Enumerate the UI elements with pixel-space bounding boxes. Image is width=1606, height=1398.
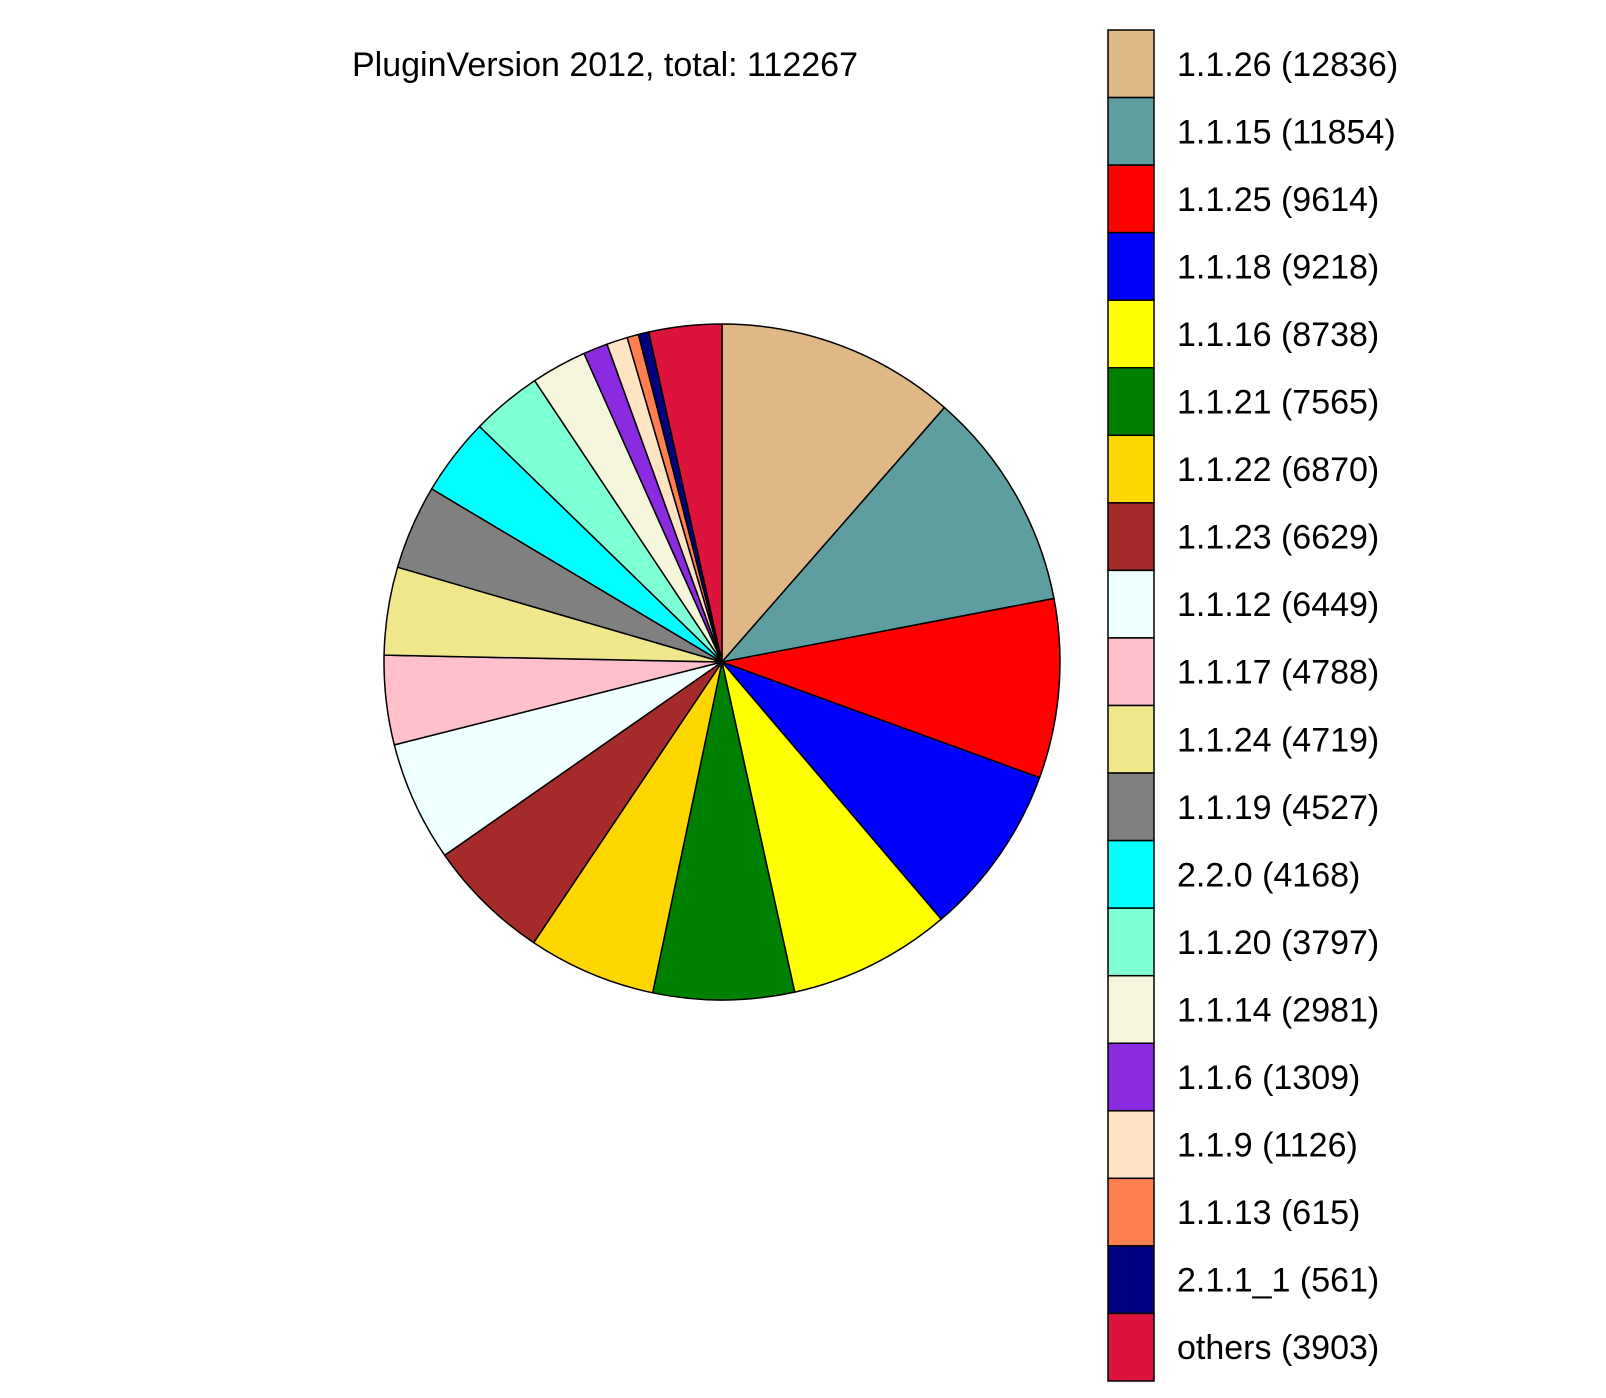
legend-swatch [1107,637,1155,707]
legend-swatch [1107,434,1155,504]
chart-title: PluginVersion 2012, total: 112267 [352,46,858,84]
legend-label: 1.1.22 (6870) [1177,451,1379,489]
legend-item: 1.1.26 (12836) [1107,29,1398,99]
legend-label: 1.1.20 (3797) [1177,924,1379,962]
legend-item: 1.1.21 (7565) [1107,367,1379,437]
legend-item: 1.1.6 (1309) [1107,1042,1360,1112]
pie-slice-1-1-21 [651,661,796,1001]
legend-label: 1.1.23 (6629) [1177,519,1379,557]
legend-label: 2.1.1_1 (561) [1177,1262,1379,1300]
legend-swatch [1107,502,1155,572]
legend-label: 1.1.19 (4527) [1177,789,1379,827]
legend-item: 1.1.9 (1126) [1107,1110,1358,1180]
legend-label: 1.1.13 (615) [1177,1194,1360,1232]
legend: 1.1.26 (12836) 1.1.15 (11854) 1.1.25 (9614… [1107,29,1398,1382]
legend-item: 1.1.23 (6629) [1107,502,1379,572]
legend-item: 1.1.16 (8738) [1107,299,1379,369]
pie-slice-1-1-25 [721,597,1061,779]
legend-label: 1.1.24 (4719) [1177,721,1379,759]
legend-swatch [1107,164,1155,234]
legend-swatch [1107,839,1155,909]
legend-item: 1.1.22 (6870) [1107,434,1379,504]
legend-swatch [1107,1245,1155,1315]
legend-item: 1.1.12 (6449) [1107,569,1379,639]
legend-label: 1.1.15 (11854) [1177,113,1396,151]
legend-item: others (3903) [1107,1312,1379,1382]
pie-slice-1-1-18 [721,661,1041,920]
legend-swatch [1107,367,1155,437]
legend-item: 1.1.15 (11854) [1107,96,1396,166]
legend-swatch [1107,772,1155,842]
legend-item: 1.1.13 (615) [1107,1177,1360,1247]
legend-swatch [1107,1110,1155,1180]
pie-slice-others [648,323,723,663]
legend-item: 1.1.18 (9218) [1107,231,1379,301]
legend-item: 1.1.14 (2981) [1107,974,1379,1045]
legend-swatch [1107,704,1155,774]
pie-slice-1-1-26 [721,323,946,663]
legend-label: others (3903) [1177,1329,1379,1367]
legend-item: 1.1.20 (3797) [1107,907,1379,977]
legend-label: 1.1.12 (6449) [1177,586,1379,624]
legend-label: 1.1.21 (7565) [1177,384,1379,422]
legend-item: 2.2.0 (4168) [1107,839,1360,909]
legend-label: 2.2.0 (4168) [1177,856,1360,894]
legend-swatch [1107,569,1155,639]
legend-label: 1.1.14 (2981) [1177,991,1379,1029]
legend-item: 1.1.25 (9614) [1107,164,1379,234]
legend-label: 1.1.16 (8738) [1177,316,1379,354]
legend-item: 1.1.19 (4527) [1107,772,1379,842]
legend-swatch [1107,231,1155,301]
legend-label: 1.1.26 (12836) [1177,46,1398,84]
legend-swatch [1107,96,1155,166]
pie-slice-1-1-23 [443,661,723,944]
legend-swatch [1107,299,1155,369]
legend-label: 1.1.17 (4788) [1177,654,1379,692]
legend-swatch [1107,29,1155,99]
legend-label: 1.1.6 (1309) [1177,1059,1360,1097]
legend-swatch [1107,974,1155,1045]
legend-swatch [1107,1177,1155,1247]
pie-slice-1-1-15 [721,406,1055,663]
legend-item: 1.1.24 (4719) [1107,704,1379,774]
legend-swatch [1107,907,1155,977]
legend-item: 2.1.1_1 (561) [1107,1245,1379,1315]
legend-item: 1.1.17 (4788) [1107,637,1379,707]
legend-swatch [1107,1312,1155,1382]
legend-label: 1.1.9 (1126) [1177,1127,1358,1165]
pie-slice-1-1-22 [532,661,723,994]
legend-swatch [1107,1042,1155,1112]
legend-label: 1.1.25 (9614) [1177,181,1379,219]
pie-slices [383,323,1061,1001]
legend-label: 1.1.18 (9218) [1177,248,1379,286]
